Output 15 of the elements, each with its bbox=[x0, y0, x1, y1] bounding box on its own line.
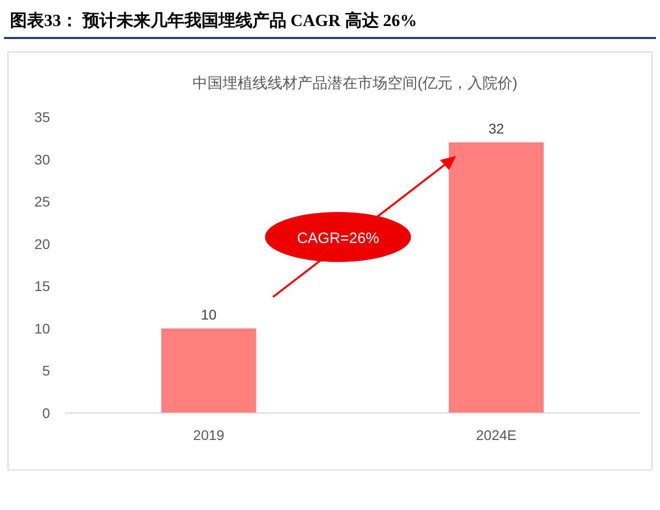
data-label: 10 bbox=[200, 306, 217, 322]
x-tick-label: 2019 bbox=[193, 427, 225, 443]
y-tick-label: 20 bbox=[34, 236, 50, 252]
chart-title: 图表33： 预计未来几年我国埋线产品 CAGR 高达 26% bbox=[10, 11, 418, 30]
y-tick-label: 0 bbox=[42, 405, 50, 421]
y-tick-label: 30 bbox=[34, 151, 50, 168]
y-tick-label: 25 bbox=[34, 194, 50, 210]
y-tick-label: 15 bbox=[34, 278, 50, 294]
chart-subtitle: 中国埋植线线材产品潜在市场空间(亿元，入院价) bbox=[192, 75, 518, 92]
y-tick-label: 5 bbox=[42, 362, 50, 379]
x-tick-label: 2024E bbox=[476, 427, 516, 443]
y-tick-label: 35 bbox=[34, 109, 50, 125]
data-label: 32 bbox=[488, 120, 504, 136]
annotation: CAGR=26% bbox=[296, 230, 380, 247]
y-tick-label: 10 bbox=[34, 320, 50, 336]
